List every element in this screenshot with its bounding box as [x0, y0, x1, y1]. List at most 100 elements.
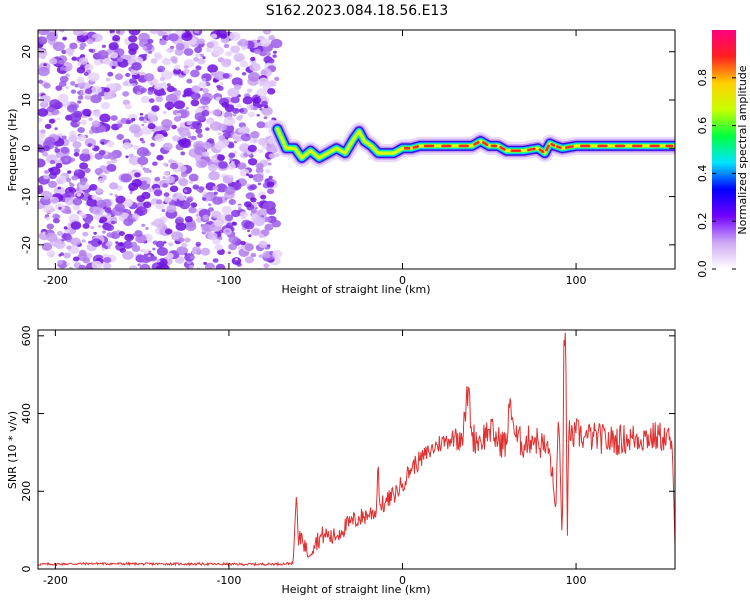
heatmap-speckle — [70, 221, 82, 230]
heatmap-speckle — [258, 233, 265, 239]
figure-title: S162.2023.084.18.56.E13 — [266, 3, 449, 19]
heatmap-speckle — [60, 99, 71, 108]
x-tick-label: 0 — [399, 274, 406, 287]
heatmap-speckle — [103, 262, 112, 269]
heatmap-speckle — [174, 48, 184, 56]
heatmap-speckle — [42, 232, 47, 235]
heatmap-speckle — [70, 237, 81, 246]
heatmap-speckle — [131, 245, 141, 252]
heatmap-speckle — [141, 191, 151, 200]
heatmap-speckle — [139, 112, 144, 116]
heatmap-speckle — [166, 83, 171, 87]
heatmap-speckle — [72, 30, 84, 36]
heatmap-speckle — [49, 159, 56, 165]
heatmap-speckle — [188, 264, 194, 269]
heatmap-speckle — [41, 242, 53, 251]
heatmap-speckle — [214, 219, 223, 227]
heatmap-speckle — [102, 58, 112, 65]
heatmap-speckle — [261, 106, 273, 116]
heatmap-speckle — [113, 221, 117, 224]
heatmap-speckle — [81, 239, 86, 243]
heatmap-speckle — [77, 95, 84, 100]
heatmap-speckle — [224, 104, 235, 112]
x-tick-label: 100 — [566, 574, 587, 587]
heatmap-speckle — [155, 265, 162, 269]
heatmap-speckle — [188, 173, 199, 182]
heatmap-speckle — [265, 51, 271, 57]
y-tick-label: -20 — [20, 236, 33, 254]
ridge-hotspot — [412, 145, 420, 149]
heatmap-speckle — [39, 95, 51, 104]
heatmap-speckle — [105, 224, 114, 232]
heatmap-speckle — [247, 72, 260, 82]
heatmap-speckle — [250, 208, 257, 214]
heatmap-speckle — [107, 152, 118, 160]
heatmap-speckle — [192, 121, 203, 129]
heatmap-speckle — [58, 59, 65, 65]
heatmap-speckle — [248, 234, 252, 238]
heatmap-speckle — [110, 115, 118, 121]
heatmap-speckle — [164, 101, 175, 110]
heatmap-speckle — [223, 116, 236, 127]
heatmap-speckle — [212, 258, 219, 263]
heatmap-speckle — [238, 114, 244, 119]
heatmap-speckle — [97, 240, 103, 245]
heatmap-speckle — [79, 42, 87, 48]
heatmap-speckle — [166, 85, 175, 93]
y-tick-label: 20 — [20, 45, 33, 59]
heatmap-speckle — [211, 157, 217, 161]
heatmap-speckle — [152, 247, 156, 251]
heatmap-speckle — [129, 191, 133, 195]
heatmap-speckle — [248, 107, 252, 110]
heatmap-speckle — [212, 238, 221, 245]
heatmap-speckle — [114, 203, 125, 212]
heatmap-speckle — [267, 162, 272, 166]
heatmap-speckle — [250, 131, 260, 139]
heatmap-speckle — [129, 78, 137, 85]
heatmap-speckle — [139, 263, 151, 269]
heatmap-speckle — [163, 171, 170, 176]
heatmap-speckle — [257, 39, 261, 43]
heatmap-speckle — [246, 151, 252, 155]
heatmap-speckle — [152, 161, 158, 166]
heatmap-speckle — [250, 252, 257, 258]
heatmap-speckle — [273, 50, 277, 54]
heatmap-speckle — [66, 262, 70, 266]
heatmap-speckle — [90, 145, 95, 149]
heatmap-speckle — [247, 88, 253, 93]
x-tick-label: -100 — [216, 274, 241, 287]
heatmap-speckle — [159, 76, 166, 82]
heatmap-speckle — [122, 91, 130, 97]
heatmap-speckle — [189, 255, 195, 260]
heatmap-speckle — [263, 263, 270, 269]
heatmap-speckle — [65, 209, 72, 215]
heatmap-speckle — [57, 259, 63, 265]
heatmap-speckle — [209, 121, 222, 131]
heatmap-speckle — [156, 154, 164, 161]
heatmap-speckle — [197, 133, 203, 139]
heatmap-speckle — [94, 168, 104, 175]
heatmap-speckle — [76, 193, 81, 197]
heatmap-speckle — [54, 214, 61, 220]
heatmap-speckle — [191, 85, 201, 93]
heatmap-speckle — [43, 63, 47, 66]
heatmap-speckle — [54, 148, 60, 153]
heatmap-speckle — [258, 137, 268, 146]
heatmap-speckle — [148, 250, 152, 253]
heatmap-speckle — [151, 78, 159, 85]
heatmap-speckle — [128, 155, 141, 166]
heatmap-speckle — [156, 199, 163, 205]
heatmap-speckle — [114, 194, 118, 197]
heatmap-speckle — [103, 169, 110, 175]
heatmap-speckle — [105, 240, 113, 247]
heatmap-speckle — [256, 113, 260, 117]
heatmap-speckle — [207, 64, 219, 73]
heatmap-speckle — [128, 265, 138, 269]
heatmap-speckle — [196, 243, 201, 247]
heatmap-speckle — [109, 60, 119, 69]
heatmap-speckle — [237, 204, 242, 208]
heatmap-speckle — [161, 119, 173, 128]
heatmap-speckle — [120, 173, 132, 183]
heatmap-speckle — [212, 185, 219, 191]
heatmap-speckle — [202, 78, 207, 82]
